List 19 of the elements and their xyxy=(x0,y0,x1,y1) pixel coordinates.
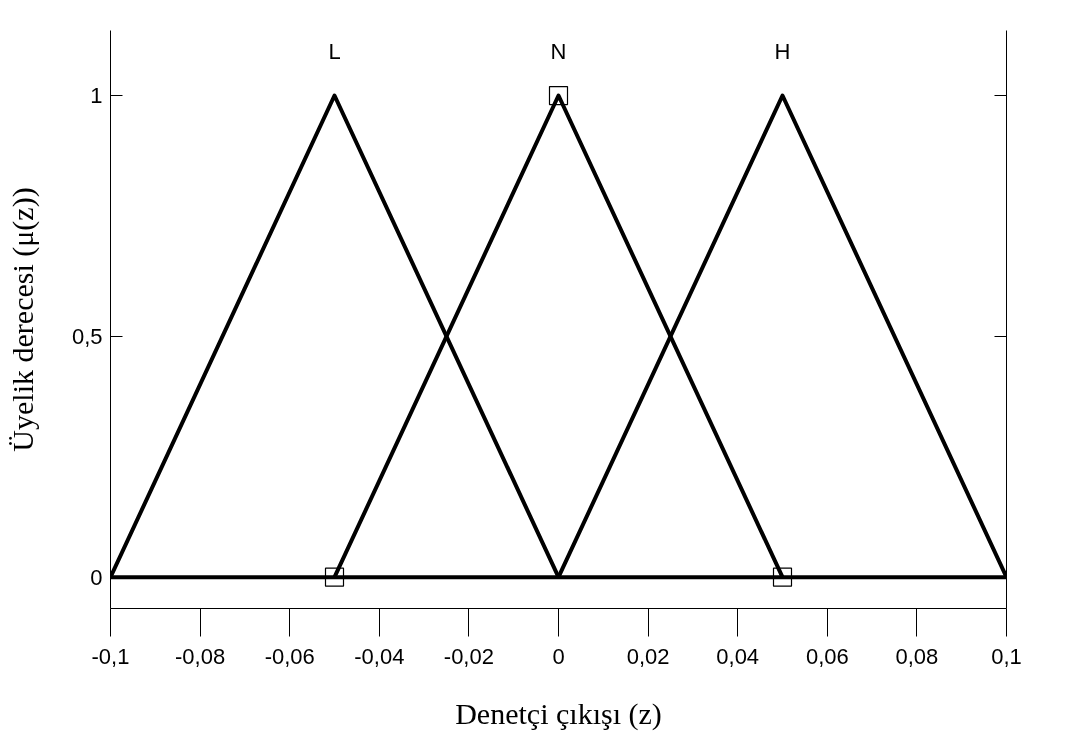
x-axis-title: Denetçi çıkışı (z) xyxy=(455,696,662,731)
y-tick-label: 0,5 xyxy=(71,323,103,349)
series-label: L xyxy=(328,38,341,64)
y-tick-label: 1 xyxy=(90,83,103,109)
x-tick-label: 0,06 xyxy=(805,643,849,669)
series-label: H xyxy=(774,38,791,64)
x-tick-label: 0,02 xyxy=(626,643,670,669)
x-tick-label: -0,04 xyxy=(354,643,405,669)
y-axis-title: Üyelik derecesi (μ(z)) xyxy=(5,187,40,452)
x-tick-label: -0,02 xyxy=(443,643,494,669)
x-tick-label: -0,08 xyxy=(175,643,226,669)
y-tick-label: 0 xyxy=(90,564,103,590)
x-tick-label: 0,1 xyxy=(991,643,1022,669)
x-tick-label: 0 xyxy=(552,643,565,669)
x-tick-label: -0,06 xyxy=(264,643,315,669)
x-tick-label: 0,04 xyxy=(716,643,760,669)
x-tick-label: 0,08 xyxy=(895,643,939,669)
series-label: N xyxy=(550,38,567,64)
x-tick-label: -0,1 xyxy=(91,643,130,669)
